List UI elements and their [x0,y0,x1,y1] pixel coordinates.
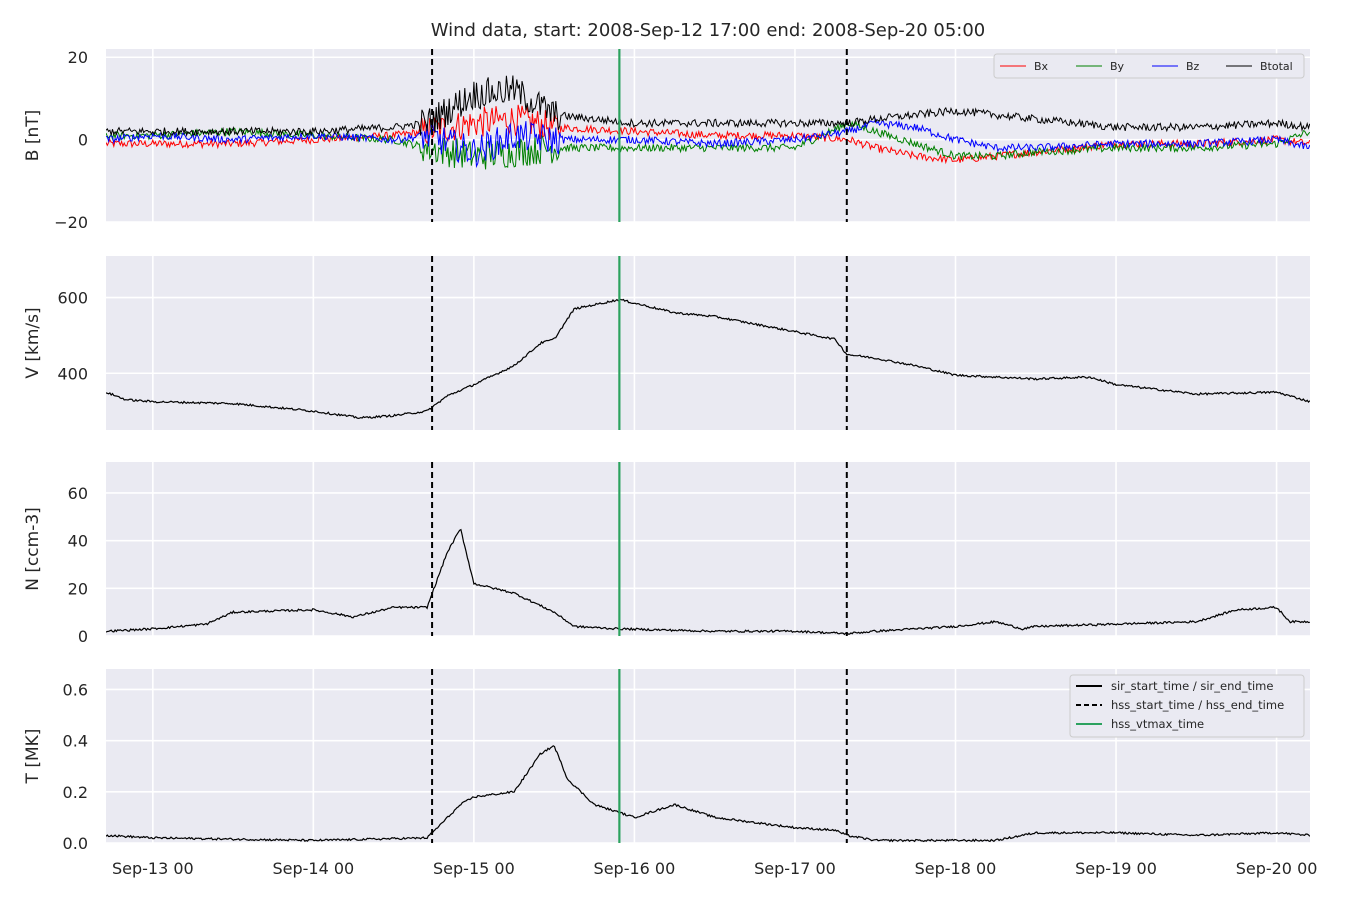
y-tick-label: 400 [57,364,88,383]
y-tick-label: 0 [78,131,88,150]
legend-label: Btotal [1260,60,1293,73]
traces [106,745,1310,843]
panel-1: 400 600 V [km/s] [23,256,1310,430]
traces [106,75,1310,170]
y-tick-label: 40 [68,532,88,551]
series-line-btotal [106,75,1310,138]
event-legend: sir_start_time / sir_end_time hss_start_t… [1069,674,1305,738]
y-tick-label: 20 [68,579,88,598]
traces [106,528,1310,636]
series-line [106,298,1310,420]
legend-label: By [1110,60,1125,73]
x-tick-label: Sep-14 00 [272,859,354,878]
y-axis-label: V [km/s] [23,307,43,378]
legend-frame [1069,674,1305,738]
legend-label: hss_vtmax_time [1111,717,1204,731]
y-axis-label: T [MK] [23,729,43,785]
y-axis-label: B [nT] [23,110,43,162]
panel-background [106,462,1310,636]
panel-0: −20 0 20 B [nT] Bx By Bz Btotal [23,48,1310,232]
x-tick-label: Sep-17 00 [754,859,836,878]
legend-label: hss_start_time / hss_end_time [1111,698,1284,712]
chart-title: Wind data, start: 2008-Sep-12 17:00 end:… [431,20,986,41]
b-legend: Bx By Bz Btotal [993,53,1305,79]
legend-label: Bz [1186,60,1200,73]
traces [106,298,1310,420]
y-tick-label: 60 [68,484,88,503]
y-tick-label: −20 [54,213,88,232]
panel-2: 0 20 40 60 N [ccm-3] [23,462,1310,646]
y-tick-label: 600 [57,289,88,308]
series-line [106,528,1310,636]
y-tick-label: 0.4 [63,732,88,751]
legend-label: sir_start_time / sir_end_time [1111,679,1273,693]
y-tick-label: 20 [68,48,88,67]
x-tick-label: Sep-16 00 [594,859,676,878]
y-axis-label: N [ccm-3] [23,507,43,591]
series-line [106,745,1310,843]
x-tick-label: Sep-13 00 [112,859,194,878]
legend-frame [993,53,1305,79]
panels-container: −20 0 20 B [nT] Bx By Bz Btotal 400 600 V [km/s] 0 2… [23,48,1317,878]
y-tick-label: 0.0 [63,834,88,853]
series-line-bz [106,118,1310,169]
y-tick-label: 0.6 [63,680,88,699]
legend-label: Bx [1034,60,1049,73]
x-axis: Sep-13 00 Sep-14 00 Sep-15 00 Sep-16 00 Sep-… [112,859,1317,878]
y-tick-label: 0.2 [63,783,88,802]
y-tick-label: 0 [78,627,88,646]
x-tick-label: Sep-18 00 [915,859,997,878]
x-tick-label: Sep-19 00 [1075,859,1157,878]
panel-background [106,256,1310,430]
panel-3: 0.0 0.2 0.4 0.6 T [MK] sir_start_time / sir_e… [23,669,1310,853]
x-tick-label: Sep-15 00 [433,859,515,878]
x-tick-label: Sep-20 00 [1236,859,1318,878]
